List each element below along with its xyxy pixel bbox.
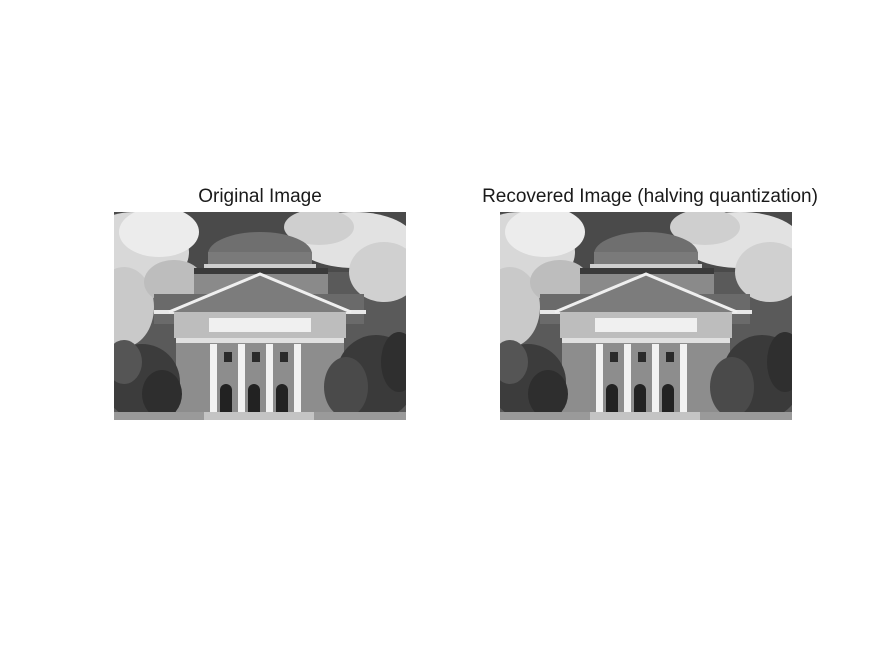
recovered-image <box>500 212 792 420</box>
original-building-photo <box>114 212 406 420</box>
original-image <box>114 212 406 420</box>
original-image-title: Original Image <box>198 186 322 207</box>
recovered-image-title: Recovered Image (halving quantization) <box>482 186 818 207</box>
recovered-building-photo <box>500 212 792 420</box>
